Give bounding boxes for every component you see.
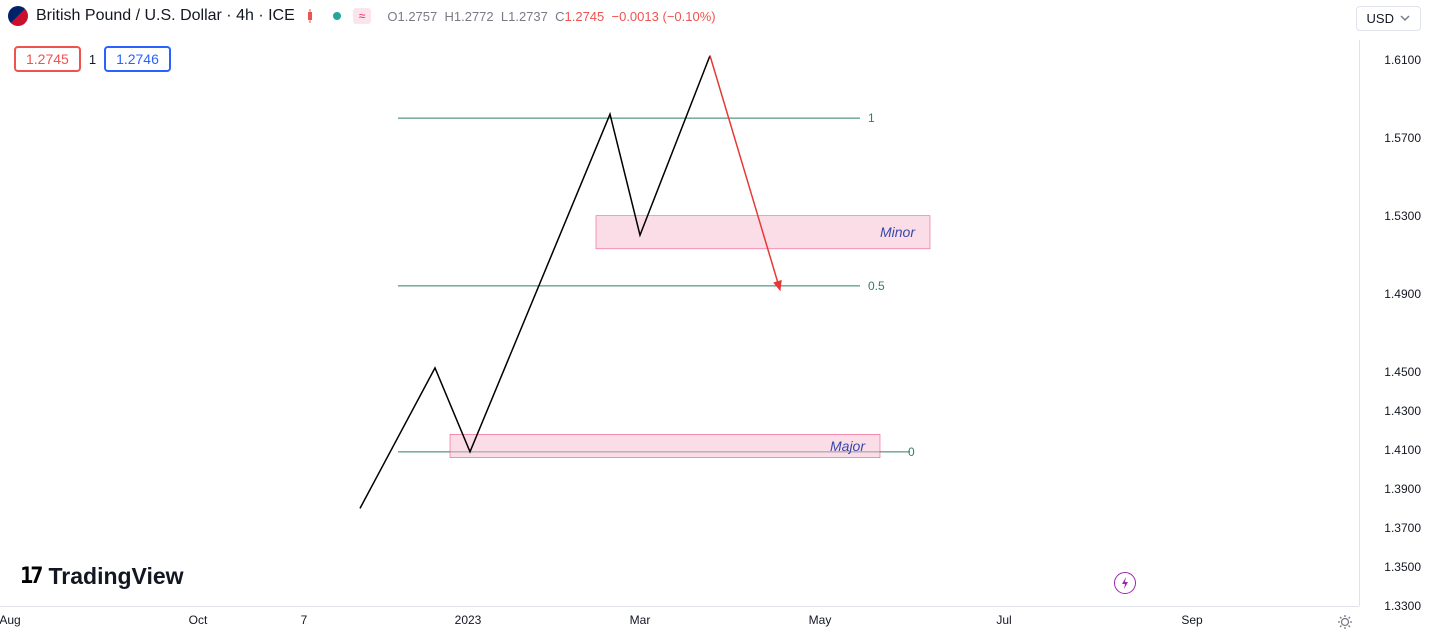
y-tick: 1.6100 <box>1384 53 1421 67</box>
tv-logo-icon: 17 <box>20 564 41 589</box>
x-tick: 2023 <box>455 613 482 627</box>
svg-text:1: 1 <box>868 111 875 125</box>
price-axis[interactable]: 1.6100 1.5700 1.5300 1.4900 1.4500 1.4300 1.41… <box>1359 40 1429 606</box>
currency-label: USD <box>1367 11 1394 26</box>
y-tick: 1.3300 <box>1384 599 1421 613</box>
y-tick: 1.4900 <box>1384 287 1421 301</box>
y-tick: 1.4500 <box>1384 365 1421 379</box>
x-tick: Sep <box>1181 613 1202 627</box>
y-tick: 1.3700 <box>1384 521 1421 535</box>
x-tick: 7 <box>301 613 308 627</box>
tradingview-logo[interactable]: 17 TradingView <box>20 563 184 590</box>
svg-text:0: 0 <box>908 445 915 459</box>
svg-text:Minor: Minor <box>880 224 916 240</box>
y-tick: 1.4100 <box>1384 443 1421 457</box>
chart-header: British Pound / U.S. Dollar · 4h · ICE ≈… <box>8 6 1421 26</box>
axis-settings-icon[interactable] <box>1335 612 1355 632</box>
chart-plot-area[interactable]: 1 0.5 0 Minor Major <box>0 40 1359 606</box>
tv-logo-text: TradingView <box>49 563 184 590</box>
svg-text:Major: Major <box>830 438 866 454</box>
replay-bolt-icon[interactable] <box>1114 572 1136 594</box>
approx-badge: ≈ <box>353 8 372 24</box>
x-tick: Mar <box>630 613 651 627</box>
x-tick: Aug <box>0 613 21 627</box>
chevron-down-icon <box>1400 11 1410 26</box>
market-status-dot-icon <box>333 12 341 20</box>
y-tick: 1.4300 <box>1384 404 1421 418</box>
time-axis[interactable]: Aug Oct 7 2023 Mar May Jul Sep <box>0 606 1359 636</box>
ohlc-readout: O1.2757 H1.2772 L1.2737 C1.2745 −0.0013 … <box>387 9 715 24</box>
pair-flag-icon <box>8 6 28 26</box>
candle-icon <box>303 9 317 23</box>
y-tick: 1.5300 <box>1384 209 1421 223</box>
y-tick: 1.5700 <box>1384 131 1421 145</box>
x-tick: Oct <box>189 613 208 627</box>
currency-selector[interactable]: USD <box>1356 6 1421 31</box>
symbol-title[interactable]: British Pound / U.S. Dollar · 4h · ICE <box>36 7 295 25</box>
x-tick: Jul <box>996 613 1011 627</box>
y-tick: 1.3500 <box>1384 560 1421 574</box>
plot-svg: 1 0.5 0 Minor Major <box>0 40 1359 606</box>
y-tick: 1.3900 <box>1384 482 1421 496</box>
x-tick: May <box>809 613 832 627</box>
svg-text:0.5: 0.5 <box>868 279 885 293</box>
